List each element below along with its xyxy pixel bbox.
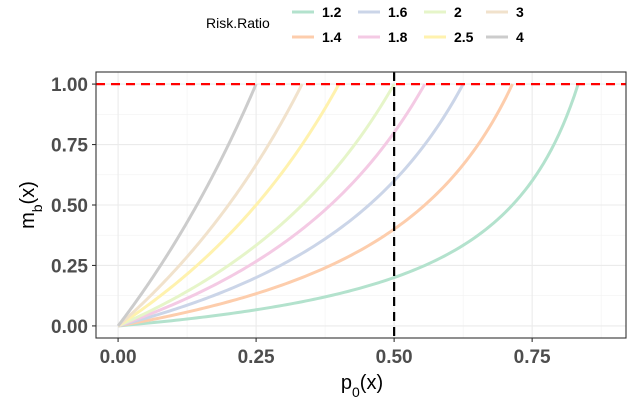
x-tick-label: 0.75 (514, 347, 551, 368)
legend-label-3: 3 (516, 4, 524, 20)
legend-label-2-5: 2.5 (454, 29, 474, 45)
y-tick-label: 0.75 (51, 136, 88, 157)
series-line-4 (116, 83, 258, 327)
x-axis-title: p0(x) (341, 372, 383, 398)
series-line-2 (117, 83, 396, 328)
x-tick-label: 0.50 (376, 347, 413, 368)
y-tick-label: 0.50 (51, 196, 88, 217)
series-line-3 (117, 83, 304, 328)
series-line-2-5 (117, 83, 341, 328)
y-axis-title: mb(x) (17, 181, 45, 229)
series-line-1-6 (117, 83, 465, 328)
legend-label-1-6: 1.6 (388, 4, 408, 20)
legend-label-1-8: 1.8 (388, 29, 408, 45)
legend-label-4: 4 (516, 29, 524, 45)
legend: Risk.Ratio 1.2 1.4 1.6 1.8 2 2.5 3 4 (206, 4, 524, 45)
plot-panel (95, 71, 627, 339)
legend-title: Risk.Ratio (206, 15, 270, 31)
series-line-1-8 (117, 83, 427, 328)
legend-label-1-2: 1.2 (322, 4, 342, 20)
x-tick-label: 0.25 (238, 347, 275, 368)
legend-label-1-4: 1.4 (322, 29, 342, 45)
y-tick-label: 1.00 (51, 75, 88, 96)
x-tick-label: 0.00 (100, 347, 137, 368)
series-line-1-2 (117, 83, 580, 328)
legend-label-2: 2 (454, 4, 462, 20)
series-line-1-4 (117, 83, 514, 328)
y-tick-label: 0.25 (51, 256, 88, 277)
y-tick-label: 0.00 (51, 317, 88, 338)
